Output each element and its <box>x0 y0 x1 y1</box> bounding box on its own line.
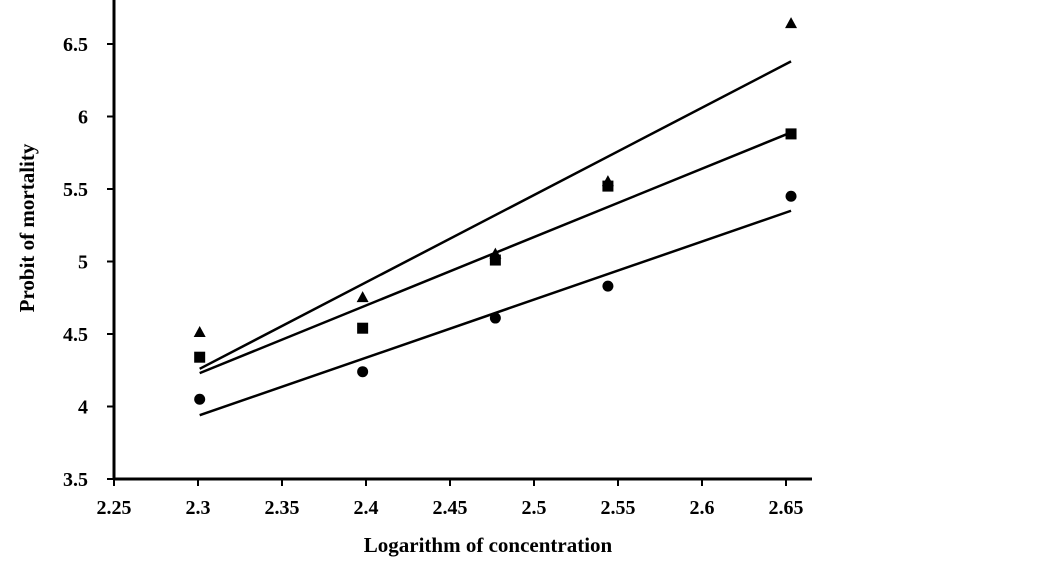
data-point-circle <box>194 393 206 405</box>
y-tick-label: 5 <box>78 252 88 274</box>
data-point-circle <box>602 280 614 292</box>
data-point-triangle <box>193 325 206 337</box>
y-tick-label: 5.5 <box>63 179 88 201</box>
data-point-square <box>194 351 206 363</box>
y-tick-label: 6 <box>78 107 88 129</box>
x-tick-label: 2.65 <box>769 497 804 519</box>
y-tick-label: 6.5 <box>63 34 88 56</box>
x-axis-title: Logarithm of concentration <box>364 533 613 557</box>
x-tick-label: 2.3 <box>186 497 211 519</box>
y-tick-label: 4 <box>78 397 88 419</box>
data-point-square <box>785 128 797 140</box>
x-tick-label: 2.25 <box>97 497 132 519</box>
data-point-circle <box>489 312 501 324</box>
x-tick-label: 2.55 <box>601 497 636 519</box>
data-point-triangle <box>356 291 369 303</box>
x-tick-label: 2.4 <box>354 497 379 519</box>
y-tick-label: 3.5 <box>63 469 88 491</box>
data-point-circle <box>785 190 797 202</box>
data-point-square <box>489 254 501 266</box>
x-tick-label: 2.5 <box>522 497 547 519</box>
data-point-square <box>357 322 369 334</box>
axes <box>112 0 812 481</box>
x-axis-ticks: 2.25 2.3 2.35 2.4 2.45 2.5 2.55 2.6 2.65 <box>97 479 804 519</box>
x-tick-label: 2.45 <box>433 497 468 519</box>
y-tick-label: 4.5 <box>63 324 88 346</box>
y-axis-title: Probit of mortality <box>15 143 39 312</box>
data-points <box>193 17 798 405</box>
data-point-square <box>602 180 614 192</box>
data-point-triangle <box>785 17 798 29</box>
data-point-circle <box>357 366 369 378</box>
y-axis-ticks: 3.5 4 4.5 5 5.5 6 6.5 <box>63 34 114 491</box>
regression-lines <box>199 60 792 417</box>
fit-line-triangle <box>199 60 792 370</box>
x-tick-label: 2.35 <box>265 497 300 519</box>
x-tick-label: 2.6 <box>690 497 715 519</box>
